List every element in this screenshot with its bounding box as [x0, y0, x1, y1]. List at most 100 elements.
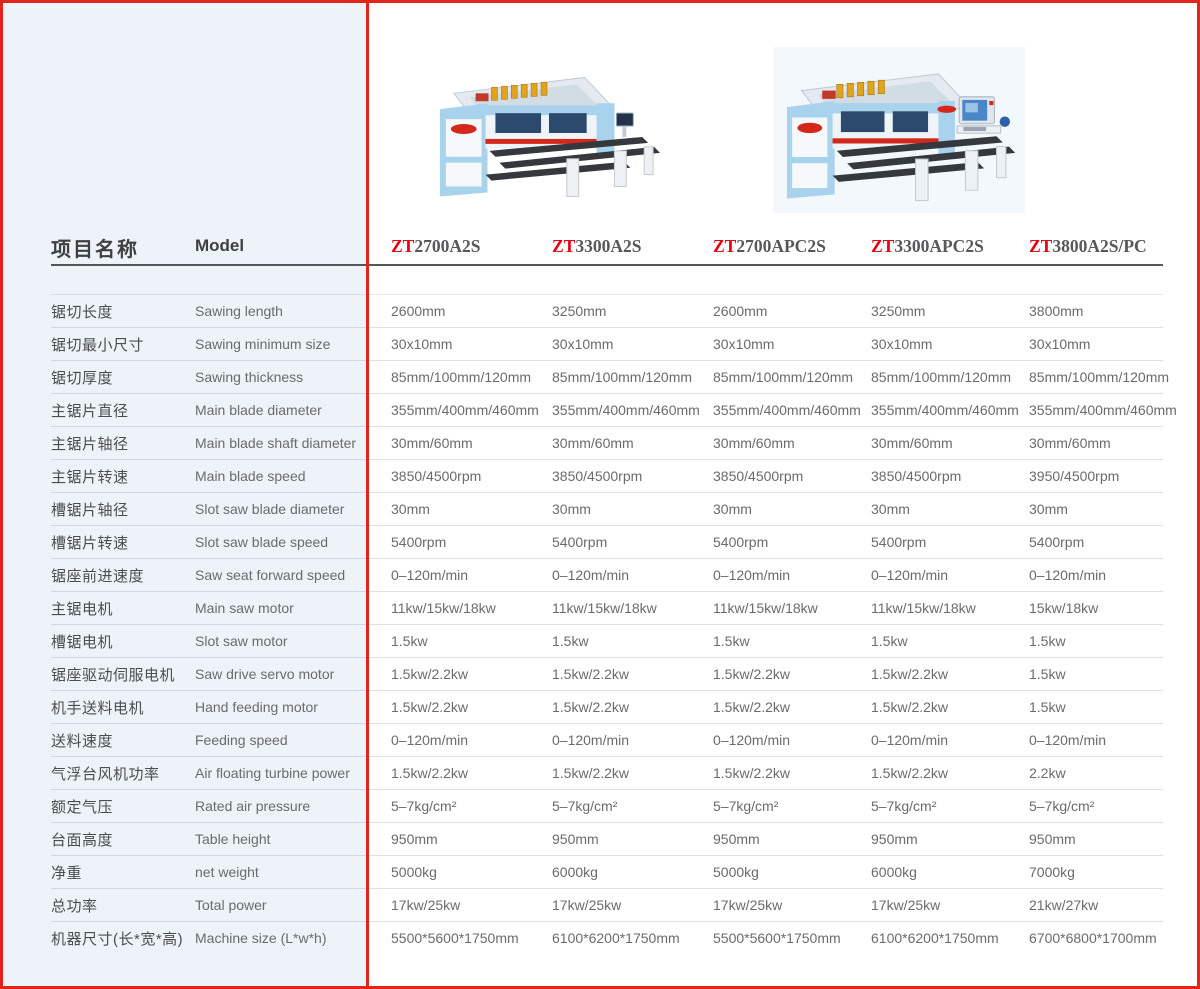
panel-saw-machine-icon	[439, 76, 661, 197]
spec-label-cn: 锯切最小尺寸	[51, 336, 145, 354]
spec-value-model-2: 30x10mm	[552, 336, 614, 352]
spec-label-en: Slot saw blade speed	[195, 534, 329, 550]
spec-value-model-2: 1.5kw	[552, 633, 589, 649]
spec-row: 机手送料电机 Hand feeding motor 1.5kw/2.2kw 1.5kw…	[51, 690, 1163, 723]
spec-row: 槽锯片轴径 Slot saw blade diameter 30mm 30mm 30mm…	[51, 492, 1163, 525]
brand-prefix: ZT	[871, 236, 895, 256]
spec-value-model-3: 17kw/25kw	[713, 897, 783, 913]
spec-row: 主锯片直径 Main blade diameter 355mm/400mm/460m…	[51, 393, 1177, 426]
model-header-zt3800a2spc: ZT3800A2S/PC	[1029, 236, 1147, 257]
spec-row: 主锯片轴径 Main blade shaft diameter 30mm/60mm 3…	[51, 426, 1163, 459]
spec-value-model-4: 5400rpm	[871, 534, 927, 550]
spec-value-model-3: 11kw/15kw/18kw	[713, 600, 818, 616]
spec-value-model-5: 355mm/400mm/460mm	[1029, 402, 1177, 418]
spec-value-model-3: 85mm/100mm/120mm	[713, 369, 854, 385]
spec-value-model-4: 5–7kg/cm²	[871, 798, 937, 814]
spec-value-model-2: 30mm	[552, 501, 591, 517]
spec-value-model-4: 355mm/400mm/460mm	[871, 402, 1019, 418]
spec-value-model-1: 1.5kw/2.2kw	[391, 699, 469, 715]
spec-label-cn: 锯切厚度	[51, 369, 114, 387]
spec-value-model-3: 5400rpm	[713, 534, 769, 550]
spec-label-cn: 总功率	[51, 897, 98, 915]
spec-value-model-2: 5–7kg/cm²	[552, 798, 618, 814]
model-header-zt3300a2s: ZT3300A2S	[552, 236, 641, 257]
spec-value-model-4: 11kw/15kw/18kw	[871, 600, 976, 616]
spec-row: 额定气压 Rated air pressure 5–7kg/cm² 5–7kg/cm²…	[51, 789, 1163, 822]
spec-value-model-1: 5000kg	[391, 864, 437, 880]
spec-value-model-5: 1.5kw	[1029, 633, 1066, 649]
spec-row: 锯切厚度 Sawing thickness 85mm/100mm/120mm 85mm…	[51, 360, 1169, 393]
spec-value-model-3: 1.5kw/2.2kw	[713, 699, 791, 715]
spec-value-model-2: 30mm/60mm	[552, 435, 634, 451]
spec-label-en: Slot saw motor	[195, 633, 288, 649]
brand-prefix: ZT	[552, 236, 576, 256]
spec-value-model-2: 950mm	[552, 831, 599, 847]
spec-row: 主锯片转速 Main blade speed 3850/4500rpm 3850/45…	[51, 459, 1163, 492]
spec-value-model-5: 3950/4500rpm	[1029, 468, 1120, 484]
spec-value-model-1: 5400rpm	[391, 534, 447, 550]
spec-row: 槽锯电机 Slot saw motor 1.5kw 1.5kw 1.5kw 1.5kw 1.…	[51, 624, 1163, 657]
spec-label-en: Sawing length	[195, 303, 283, 319]
spec-label-en: Total power	[195, 897, 267, 913]
spec-value-model-3: 0–120m/min	[713, 567, 791, 583]
spec-value-model-3: 1.5kw	[713, 633, 750, 649]
panel-saw-machine-with-computer-icon	[786, 73, 1016, 202]
spec-label-cn: 机手送料电机	[51, 699, 145, 717]
spec-label-en: Saw seat forward speed	[195, 567, 346, 583]
spec-value-model-3: 5000kg	[713, 864, 759, 880]
model-number: 2700A2S	[414, 236, 481, 256]
spec-value-model-3: 5500*5600*1750mm	[713, 930, 841, 946]
spec-label-en: Sawing thickness	[195, 369, 304, 385]
spec-value-model-4: 6000kg	[871, 864, 917, 880]
spec-value-model-5: 0–120m/min	[1029, 567, 1107, 583]
spec-label-en: Main blade speed	[195, 468, 306, 484]
spec-value-model-3: 30x10mm	[713, 336, 775, 352]
spec-value-model-4: 3250mm	[871, 303, 926, 319]
spec-row: 净重 net weight 5000kg 6000kg 5000kg 6000kg 7000…	[51, 855, 1163, 888]
model-number: 3800A2S/PC	[1052, 236, 1147, 256]
spec-value-model-1: 11kw/15kw/18kw	[391, 600, 496, 616]
brand-prefix: ZT	[713, 236, 737, 256]
spec-label-en: Sawing minimum size	[195, 336, 331, 352]
label-panel-background	[3, 3, 366, 986]
spec-row: 台面高度 Table height 950mm 950mm 950mm 950mm 950m…	[51, 822, 1163, 855]
spec-label-cn: 净重	[51, 864, 83, 882]
spec-label-cn: 锯座前进速度	[51, 567, 145, 585]
spec-value-model-1: 1.5kw	[391, 633, 428, 649]
spec-value-model-3: 355mm/400mm/460mm	[713, 402, 861, 418]
spec-value-model-2: 85mm/100mm/120mm	[552, 369, 693, 385]
column-header-model: Model	[195, 236, 245, 255]
spec-value-model-3: 1.5kw/2.2kw	[713, 765, 791, 781]
model-number: 3300A2S	[575, 236, 642, 256]
spec-row: 锯切最小尺寸 Sawing minimum size 30x10mm 30x10mm 3…	[51, 327, 1163, 360]
spec-row: 主锯电机 Main saw motor 11kw/15kw/18kw 11kw/15k…	[51, 591, 1163, 624]
spec-label-en: Machine size (L*w*h)	[195, 930, 327, 946]
spec-value-model-2: 6100*6200*1750mm	[552, 930, 680, 946]
model-header-zt2700apc2s: ZT2700APC2S	[713, 236, 826, 257]
spec-value-model-1: 355mm/400mm/460mm	[391, 402, 539, 418]
spec-value-model-4: 1.5kw/2.2kw	[871, 699, 949, 715]
spec-value-model-2: 1.5kw/2.2kw	[552, 699, 630, 715]
spec-label-cn: 气浮台风机功率	[51, 765, 160, 783]
spec-label-cn: 槽锯片轴径	[51, 501, 129, 519]
spec-label-cn: 锯座驱动伺服电机	[51, 666, 176, 684]
spec-value-model-1: 85mm/100mm/120mm	[391, 369, 532, 385]
spec-value-model-5: 950mm	[1029, 831, 1076, 847]
spec-value-model-4: 30mm/60mm	[871, 435, 953, 451]
spec-value-model-2: 0–120m/min	[552, 732, 630, 748]
spec-label-cn: 主锯电机	[51, 600, 114, 618]
product-image-panel-saw-computer	[773, 47, 1025, 213]
brand-prefix: ZT	[1029, 236, 1053, 256]
spec-value-model-2: 355mm/400mm/460mm	[552, 402, 700, 418]
spec-label-cn: 锯切长度	[51, 303, 114, 321]
spec-value-model-5: 1.5kw	[1029, 666, 1066, 682]
spec-value-model-1: 30x10mm	[391, 336, 453, 352]
spec-value-model-2: 1.5kw/2.2kw	[552, 666, 630, 682]
spec-row: 气浮台风机功率 Air floating turbine power 1.5kw/2…	[51, 756, 1163, 789]
spec-value-model-3: 2600mm	[713, 303, 768, 319]
header-underline	[51, 264, 1163, 266]
spec-value-model-3: 0–120m/min	[713, 732, 791, 748]
spec-label-en: Rated air pressure	[195, 798, 311, 814]
spec-row: 锯座前进速度 Saw seat forward speed 0–120m/min 0–…	[51, 558, 1163, 591]
